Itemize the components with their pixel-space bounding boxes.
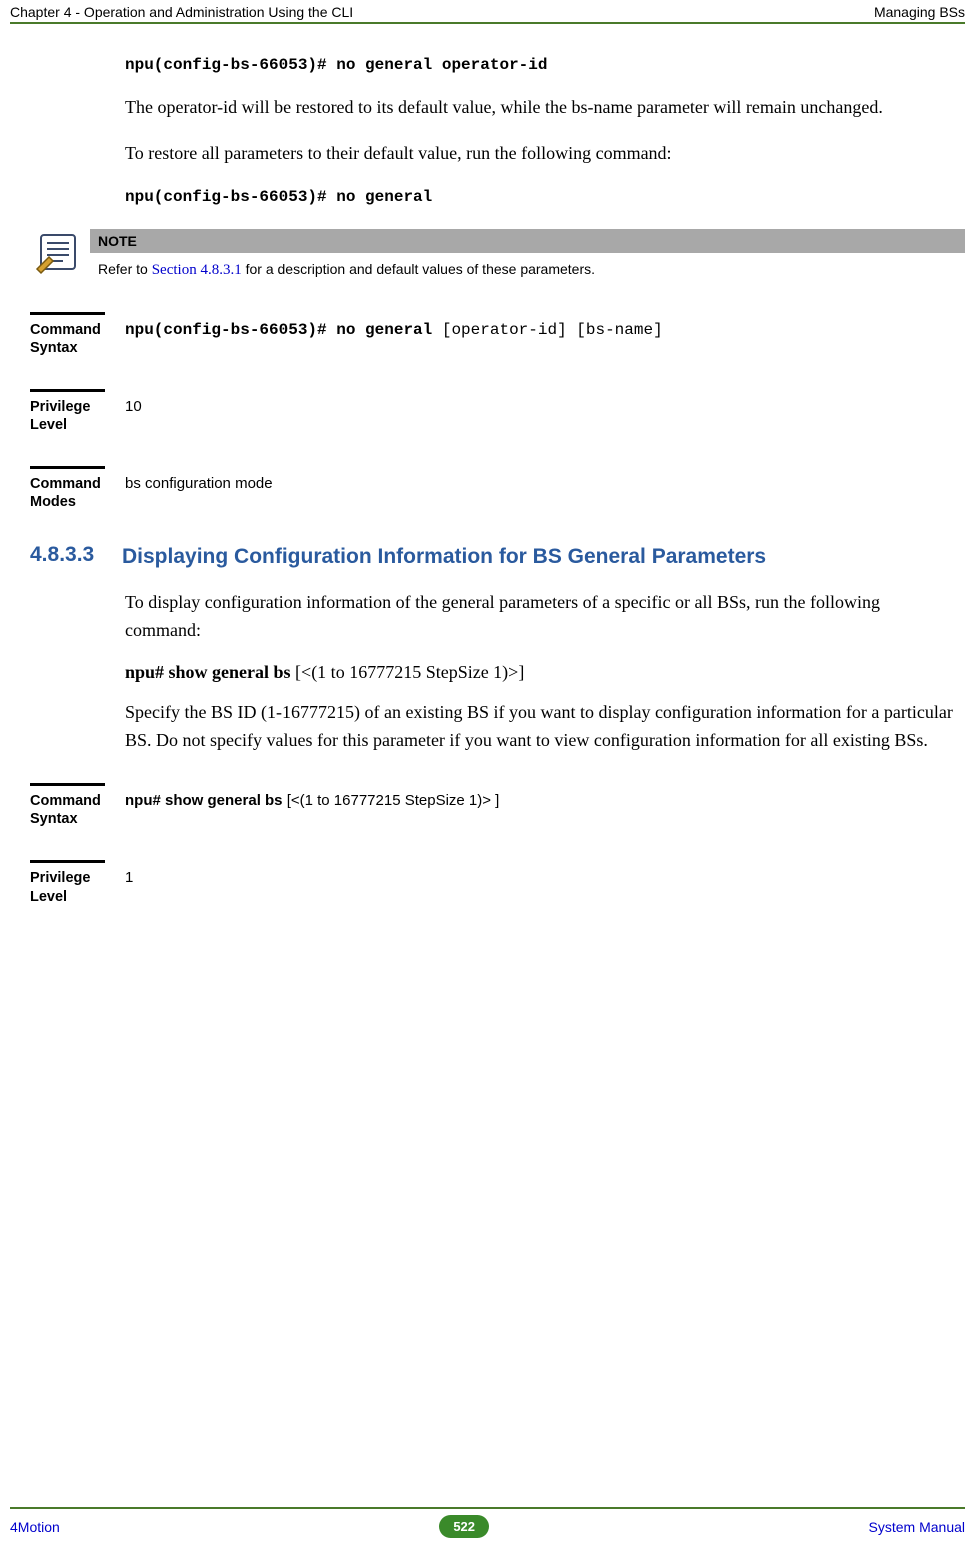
command-modes-row: Command Modes bs configuration mode (10, 475, 965, 511)
note-prefix: Refer to (98, 261, 152, 277)
note-block: NOTE Refer to Section 4.8.3.1 for a desc… (35, 229, 965, 282)
command-syntax-row: Command Syntax npu(config-bs-66053)# no … (10, 321, 965, 357)
command-line: npu# show general bs [<(1 to 16777215 St… (125, 662, 955, 683)
syntax-rest: [<(1 to 16777215 StepSize 1)> ] (283, 792, 500, 809)
row-rule (30, 783, 105, 786)
row-value: 10 (110, 398, 965, 434)
row-label: Command Modes (10, 475, 110, 511)
row-label: Command Syntax (10, 792, 110, 828)
footer-right[interactable]: System Manual (869, 1519, 965, 1535)
page-header: Chapter 4 - Operation and Administration… (0, 0, 975, 22)
paragraph: To display configuration information of … (125, 589, 955, 645)
syntax-rest: [operator-id] [bs-name] (432, 321, 662, 339)
note-icon (35, 229, 90, 282)
row-rule (30, 466, 105, 469)
header-right: Managing BSs (874, 4, 965, 20)
privilege-level-row: Privilege Level 1 (10, 869, 965, 905)
cmd-rest: [<(1 to 16777215 StepSize 1)>] (291, 662, 525, 682)
footer-rule (10, 1507, 965, 1509)
section-number: 4.8.3.3 (10, 543, 122, 570)
row-value: bs configuration mode (110, 475, 965, 511)
header-left: Chapter 4 - Operation and Administration… (10, 4, 353, 20)
paragraph: The operator-id will be restored to its … (125, 94, 955, 122)
section-heading: 4.8.3.3 Displaying Configuration Informa… (10, 543, 965, 570)
row-label: Command Syntax (10, 321, 110, 357)
privilege-level-row: Privilege Level 10 (10, 398, 965, 434)
paragraph: To restore all parameters to their defau… (125, 140, 955, 168)
row-label: Privilege Level (10, 398, 110, 434)
syntax-bold: npu# show general bs (125, 792, 283, 809)
note-text: Refer to Section 4.8.3.1 for a descripti… (90, 261, 965, 279)
note-title: NOTE (90, 229, 965, 253)
row-value: 1 (110, 869, 965, 905)
section-link[interactable]: Section 4.8.3.1 (152, 262, 242, 278)
syntax-bold: npu(config-bs-66053)# no general (125, 321, 432, 339)
page-footer: 4Motion 522 System Manual (0, 1507, 975, 1545)
row-value: npu(config-bs-66053)# no general [operat… (110, 321, 965, 357)
page-number: 522 (439, 1515, 489, 1538)
row-rule (30, 389, 105, 392)
note-suffix: for a description and default values of … (242, 261, 595, 277)
cli-command: npu(config-bs-66053)# no general (125, 186, 955, 208)
paragraph: Specify the BS ID (1-16777215) of an exi… (125, 699, 955, 755)
cmd-bold: npu# show general bs (125, 662, 291, 682)
row-rule (30, 860, 105, 863)
row-label: Privilege Level (10, 869, 110, 905)
section-title: Displaying Configuration Information for… (122, 543, 965, 570)
footer-left[interactable]: 4Motion (10, 1519, 60, 1535)
cli-command: npu(config-bs-66053)# no general operato… (125, 54, 955, 76)
row-value: npu# show general bs [<(1 to 16777215 St… (110, 792, 965, 828)
page-content: npu(config-bs-66053)# no general operato… (0, 24, 975, 906)
command-syntax-row: Command Syntax npu# show general bs [<(1… (10, 792, 965, 828)
row-rule (30, 312, 105, 315)
